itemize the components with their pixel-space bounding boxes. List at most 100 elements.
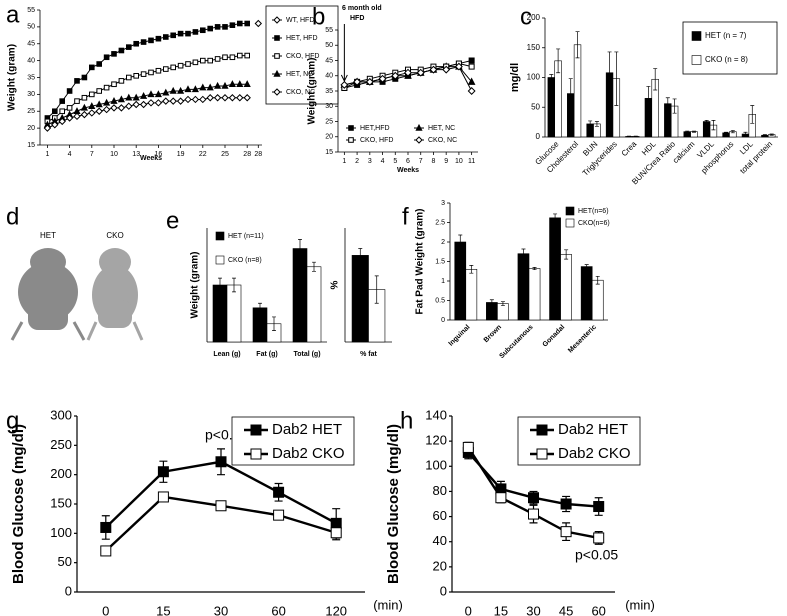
x-tick-label: Fat (g)	[256, 351, 277, 358]
marker	[154, 90, 162, 98]
marker	[191, 95, 200, 104]
marker	[185, 30, 191, 37]
error-bar	[218, 277, 222, 293]
marker	[103, 54, 110, 61]
marker	[176, 97, 185, 105]
marker	[117, 104, 126, 112]
marker	[117, 95, 125, 103]
error-bar	[500, 301, 505, 306]
marker	[467, 87, 476, 95]
error-bar	[769, 133, 774, 136]
marker	[348, 125, 354, 131]
marker	[215, 456, 227, 468]
panel-letter: a	[6, 1, 20, 28]
marker	[340, 80, 349, 89]
marker	[228, 94, 237, 102]
panel-letter: d	[6, 203, 19, 230]
legend-swatch	[215, 255, 225, 265]
marker	[118, 47, 125, 54]
x-tick-label: 15	[494, 603, 508, 616]
x-tick-label: 3	[368, 158, 372, 165]
y-tick-label: 0	[440, 583, 447, 598]
marker	[51, 121, 59, 129]
xray-cko	[86, 248, 144, 341]
marker	[273, 69, 281, 77]
marker	[429, 65, 438, 74]
legend-label: CKO(n=6)	[578, 220, 610, 227]
y-tick-label: 20	[433, 558, 447, 573]
y-tick-label: 150	[527, 43, 541, 52]
marker	[237, 52, 243, 59]
x-tick-label: 6	[406, 158, 410, 165]
y-tick-label: 45	[325, 57, 333, 64]
x-tick-label: 4	[381, 158, 385, 165]
legend-label: Dab2 HET	[272, 421, 342, 438]
x-tick-label: 8	[432, 158, 436, 165]
marker	[192, 59, 199, 66]
x-tick-label: 25	[221, 151, 229, 158]
marker	[273, 88, 281, 96]
x-axis-title: Weeks	[397, 167, 419, 174]
bar	[226, 284, 242, 343]
x-axis-title: (min)	[625, 597, 655, 612]
legend-label: CKO, NC	[428, 137, 457, 144]
y-tick-label: 50	[58, 554, 72, 569]
marker	[391, 71, 400, 80]
bar	[306, 266, 322, 343]
marker	[250, 424, 262, 436]
marker	[162, 88, 170, 96]
bar	[591, 279, 604, 321]
marker	[454, 62, 463, 71]
marker	[100, 521, 112, 533]
error-bar	[584, 264, 589, 269]
x-tick-label: 7	[419, 158, 423, 165]
legend-label: Dab2 CKO	[272, 445, 345, 462]
marker	[80, 103, 88, 111]
legend-label: HET (n = 7)	[705, 31, 747, 40]
error-bar	[374, 275, 379, 304]
y-tick-label: 60	[433, 508, 447, 523]
y-tick-label: 25	[325, 118, 333, 125]
marker	[89, 64, 95, 71]
marker	[162, 97, 170, 105]
error-bar	[556, 48, 561, 74]
x-tick-label: 19	[177, 151, 185, 158]
x-tick-label: 13	[132, 151, 140, 158]
x-tick-label: 0	[102, 603, 109, 616]
marker	[221, 94, 229, 102]
error-bar	[626, 135, 631, 138]
marker	[330, 527, 342, 539]
marker	[148, 37, 154, 44]
legend-label: CKO, HFD	[360, 137, 393, 144]
marker	[244, 52, 250, 59]
marker	[536, 424, 548, 436]
bar	[517, 253, 530, 321]
bar	[212, 284, 228, 343]
marker	[236, 80, 244, 88]
marker	[467, 77, 476, 85]
series-line	[47, 97, 248, 129]
marker	[126, 44, 132, 50]
y-tick-label: 20	[27, 125, 35, 132]
error-bar	[594, 121, 599, 127]
y-tick-label: 200	[50, 466, 72, 481]
marker	[111, 81, 117, 88]
y-tick-label: 35	[325, 88, 333, 95]
x-tick-label: 4	[68, 151, 72, 158]
marker	[222, 54, 228, 61]
legend-label: Dab2 CKO	[558, 445, 631, 462]
bar	[580, 266, 593, 321]
marker	[273, 486, 285, 498]
marker	[215, 500, 227, 512]
legend-label: HET (n=11)	[228, 233, 264, 240]
marker	[154, 99, 163, 107]
bar	[454, 241, 467, 321]
marker	[237, 20, 243, 27]
error-bar	[724, 131, 729, 134]
marker	[96, 88, 103, 94]
marker	[100, 545, 112, 557]
marker	[415, 136, 423, 144]
x-tick-label: 11	[468, 158, 475, 165]
y-tick-label: 20	[325, 134, 333, 141]
marker	[88, 102, 96, 109]
